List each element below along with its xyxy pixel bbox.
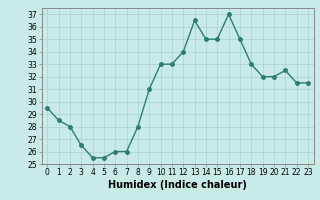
X-axis label: Humidex (Indice chaleur): Humidex (Indice chaleur) — [108, 180, 247, 190]
